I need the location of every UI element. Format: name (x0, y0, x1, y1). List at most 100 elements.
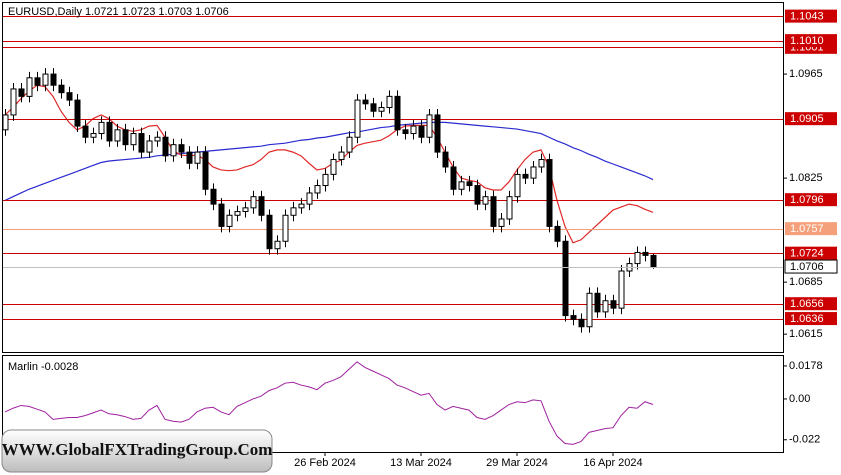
candle-body (506, 196, 513, 220)
watermark-text: WWW.GlobalFXTradingGroup.Com (2, 440, 273, 459)
candle-body (314, 185, 321, 194)
candle-body (522, 173, 529, 179)
candle-body (594, 292, 601, 313)
y-tick-label: 1.0685 (789, 276, 823, 288)
candle-body (458, 181, 465, 190)
candle-body (242, 207, 249, 213)
candle-body (442, 151, 449, 168)
candle-body (586, 292, 593, 328)
candle-body (378, 107, 385, 112)
candle-body (434, 114, 441, 153)
moving-average (4, 84, 654, 244)
candle-body (402, 129, 409, 135)
candle-body (642, 251, 649, 256)
candle-body (618, 270, 625, 309)
candle-body (194, 151, 201, 164)
candle-body (114, 129, 121, 142)
candle-body (394, 95, 401, 131)
candle-body (602, 300, 609, 313)
candle-body (218, 203, 225, 227)
plot-layer: 1.0965 1.0825 1.0685 1.0615 26 Feb 2024 13 Ma… (2, 9, 838, 469)
candle-body (426, 114, 433, 138)
candle-body (554, 225, 561, 242)
level-label-box (785, 112, 837, 126)
candle-body (146, 140, 153, 153)
candle-body (138, 133, 145, 153)
candle-body (538, 159, 545, 168)
y-tick-label: 0.0178 (789, 360, 823, 372)
indicator-line (4, 361, 654, 445)
level-label-box (785, 34, 837, 48)
candle-body (106, 121, 113, 142)
candle-body (474, 185, 481, 205)
candle-body (570, 315, 577, 320)
candle-body (354, 99, 361, 138)
x-tick-label: 29 Mar 2024 (486, 457, 548, 469)
candle-body (258, 196, 265, 216)
level-label-box (785, 193, 837, 207)
candle-body (546, 159, 553, 227)
candle-body (562, 240, 569, 317)
candle-body (490, 196, 497, 227)
candle-body (482, 196, 489, 205)
candle-body (50, 73, 57, 86)
price-label: 1.0706 (790, 261, 824, 273)
candle-body (90, 133, 97, 138)
candle-body (170, 144, 177, 157)
x-tick-label: 16 Apr 2024 (583, 457, 642, 469)
candle-body (210, 188, 217, 205)
price-label-box (784, 259, 838, 274)
candle-body (82, 125, 89, 138)
candle-body (298, 203, 305, 209)
level-label: 1.0724 (790, 248, 824, 260)
candle-body (162, 136, 169, 157)
candle-body (578, 318, 585, 328)
candle-body (330, 159, 337, 175)
level-label: 1.0757 (790, 223, 824, 235)
y-tick-label: 1.0825 (789, 172, 823, 184)
y-tick-label: 0.00 (789, 393, 810, 405)
candle-body (226, 214, 233, 227)
candle-body (42, 73, 49, 86)
candle-body (186, 151, 193, 164)
x-tick-label: 26 Feb 2024 (294, 457, 356, 469)
candle-body (130, 133, 137, 146)
candle-body (418, 125, 425, 138)
candle-body (234, 211, 241, 216)
x-tick-label: 13 Mar 2024 (390, 457, 452, 469)
indicator-panel (2, 355, 784, 453)
level-label: 1.0656 (790, 298, 824, 310)
candle-body (610, 300, 617, 309)
y-tick-label: -0.022 (789, 434, 820, 446)
candle-body (34, 77, 41, 86)
moving-average (4, 121, 654, 201)
candle-body (178, 144, 185, 153)
candle-body (282, 214, 289, 242)
candle-body (450, 166, 457, 190)
watermark: WWW.GlobalFXTradingGroup.Com (1, 429, 273, 473)
candle-body (650, 254, 657, 268)
candle-body (250, 196, 257, 209)
watermark-box (1, 429, 273, 473)
level-label-box (785, 9, 837, 23)
candle-body (274, 240, 281, 250)
level-label: 1.0636 (790, 313, 824, 325)
level-label: 1.1043 (790, 11, 824, 23)
candle-body (338, 151, 345, 161)
candle-body (58, 84, 65, 94)
main-panel (2, 2, 784, 353)
candle-body (18, 88, 25, 97)
candle-body (290, 207, 297, 216)
candle-body (202, 151, 209, 190)
candle-body (530, 166, 537, 179)
y-tick-label: 1.0965 (789, 68, 823, 80)
candle-body (26, 77, 33, 97)
level-label: 1.0905 (790, 113, 824, 125)
chart-title: EURUSD,Daily 1.0721 1.0723 1.0703 1.0706 (8, 6, 229, 18)
candle-body (66, 92, 73, 101)
level-label-box (785, 246, 837, 260)
candle-body (154, 136, 161, 142)
level-label-box (785, 222, 837, 236)
